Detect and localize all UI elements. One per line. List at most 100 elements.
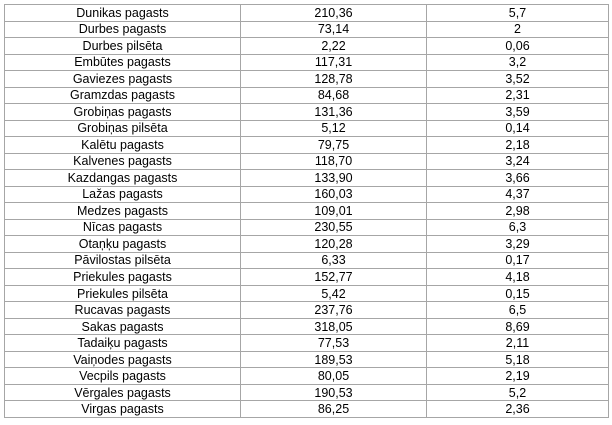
share-cell: 2	[426, 20, 609, 39]
share-cell: 0,17	[426, 251, 609, 270]
value-cell: 120,28	[240, 235, 427, 253]
territory-name-cell: Medzes pagasts	[4, 202, 241, 220]
table-row: Sakas pagasts 318,05 8,69	[4, 317, 609, 336]
table-row: Nīcas pagasts 230,55 6,3	[4, 218, 609, 237]
territory-name-cell: Kalētu pagasts	[4, 136, 241, 154]
share-cell: 5,7	[426, 4, 609, 22]
territory-name-cell: Vaiņodes pagasts	[4, 350, 241, 369]
territory-name-cell: Embūtes pagasts	[4, 53, 241, 72]
value-cell: 133,90	[240, 169, 427, 187]
share-cell: 3,24	[426, 152, 609, 171]
value-cell: 80,05	[240, 367, 427, 385]
territory-name-cell: Priekules pilsēta	[4, 284, 241, 303]
table-row: Vecpils pagasts 80,05 2,19	[4, 367, 609, 385]
share-cell: 3,2	[426, 53, 609, 72]
territory-name-cell: Gramzdas pagasts	[4, 86, 241, 105]
table-row: Kazdangas pagasts 133,90 3,66	[4, 169, 609, 187]
share-cell: 2,18	[426, 136, 609, 154]
value-cell: 73,14	[240, 20, 427, 39]
table-row: Durbes pagasts 73,14 2	[4, 20, 609, 39]
value-cell: 6,33	[240, 251, 427, 270]
table-row: Embūtes pagasts 117,31 3,2	[4, 53, 609, 72]
territory-name-cell: Dunikas pagasts	[4, 4, 241, 22]
territory-name-cell: Otaņķu pagasts	[4, 235, 241, 253]
data-table: Dunikas pagasts 210,36 5,7 Durbes pagasts 73…	[4, 4, 609, 418]
territory-name-cell: Vecpils pagasts	[4, 367, 241, 385]
share-cell: 4,18	[426, 268, 609, 286]
value-cell: 152,77	[240, 268, 427, 286]
territory-name-cell: Durbes pilsēta	[4, 37, 241, 55]
value-cell: 5,42	[240, 284, 427, 303]
share-cell: 4,37	[426, 185, 609, 204]
table-row: Priekules pagasts 152,77 4,18	[4, 268, 609, 286]
table-row: Pāvilostas pilsēta 6,33 0,17	[4, 251, 609, 270]
share-cell: 0,14	[426, 119, 609, 138]
table-row: Kalētu pagasts 79,75 2,18	[4, 136, 609, 154]
value-cell: 131,36	[240, 103, 427, 121]
value-cell: 230,55	[240, 218, 427, 237]
share-cell: 6,3	[426, 218, 609, 237]
table-row: Tadaiķu pagasts 77,53 2,11	[4, 334, 609, 352]
territory-name-cell: Kazdangas pagasts	[4, 169, 241, 187]
value-cell: 318,05	[240, 317, 427, 336]
table-row: Dunikas pagasts 210,36 5,7	[4, 4, 609, 22]
value-cell: 237,76	[240, 301, 427, 319]
territory-name-cell: Pāvilostas pilsēta	[4, 251, 241, 270]
table-row: Grobiņas pilsēta 5,12 0,14	[4, 119, 609, 138]
value-cell: 117,31	[240, 53, 427, 72]
table-row: Vērgales pagasts 190,53 5,2	[4, 383, 609, 402]
territory-name-cell: Grobiņas pilsēta	[4, 119, 241, 138]
territory-name-cell: Priekules pagasts	[4, 268, 241, 286]
share-cell: 3,66	[426, 169, 609, 187]
territory-name-cell: Nīcas pagasts	[4, 218, 241, 237]
value-cell: 84,68	[240, 86, 427, 105]
table-body: Dunikas pagasts 210,36 5,7 Durbes pagasts 73…	[4, 4, 609, 418]
value-cell: 210,36	[240, 4, 427, 22]
value-cell: 77,53	[240, 334, 427, 352]
table-row: Gaviezes pagasts 128,78 3,52	[4, 70, 609, 88]
territory-name-cell: Sakas pagasts	[4, 317, 241, 336]
share-cell: 0,06	[426, 37, 609, 55]
share-cell: 3,52	[426, 70, 609, 88]
share-cell: 3,59	[426, 103, 609, 121]
territory-name-cell: Gaviezes pagasts	[4, 70, 241, 88]
table-row: Otaņķu pagasts 120,28 3,29	[4, 235, 609, 253]
territory-name-cell: Tadaiķu pagasts	[4, 334, 241, 352]
value-cell: 5,12	[240, 119, 427, 138]
table-row: Medzes pagasts 109,01 2,98	[4, 202, 609, 220]
table-row: Priekules pilsēta 5,42 0,15	[4, 284, 609, 303]
share-cell: 2,36	[426, 400, 609, 418]
value-cell: 109,01	[240, 202, 427, 220]
value-cell: 79,75	[240, 136, 427, 154]
territory-name-cell: Kalvenes pagasts	[4, 152, 241, 171]
share-cell: 5,2	[426, 383, 609, 402]
value-cell: 128,78	[240, 70, 427, 88]
territory-name-cell: Grobiņas pagasts	[4, 103, 241, 121]
table-row: Grobiņas pagasts 131,36 3,59	[4, 103, 609, 121]
share-cell: 2,98	[426, 202, 609, 220]
value-cell: 118,70	[240, 152, 427, 171]
share-cell: 3,29	[426, 235, 609, 253]
value-cell: 86,25	[240, 400, 427, 418]
table-row: Virgas pagasts 86,25 2,36	[4, 400, 609, 418]
territory-name-cell: Lažas pagasts	[4, 185, 241, 204]
territory-name-cell: Rucavas pagasts	[4, 301, 241, 319]
table-row: Kalvenes pagasts 118,70 3,24	[4, 152, 609, 171]
value-cell: 160,03	[240, 185, 427, 204]
value-cell: 190,53	[240, 383, 427, 402]
territory-name-cell: Virgas pagasts	[4, 400, 241, 418]
value-cell: 189,53	[240, 350, 427, 369]
table-row: Lažas pagasts 160,03 4,37	[4, 185, 609, 204]
share-cell: 5,18	[426, 350, 609, 369]
share-cell: 8,69	[426, 317, 609, 336]
territory-name-cell: Vērgales pagasts	[4, 383, 241, 402]
share-cell: 2,19	[426, 367, 609, 385]
territory-name-cell: Durbes pagasts	[4, 20, 241, 39]
share-cell: 2,31	[426, 86, 609, 105]
share-cell: 2,11	[426, 334, 609, 352]
share-cell: 0,15	[426, 284, 609, 303]
table-row: Durbes pilsēta 2,22 0,06	[4, 37, 609, 55]
value-cell: 2,22	[240, 37, 427, 55]
table-row: Rucavas pagasts 237,76 6,5	[4, 301, 609, 319]
share-cell: 6,5	[426, 301, 609, 319]
